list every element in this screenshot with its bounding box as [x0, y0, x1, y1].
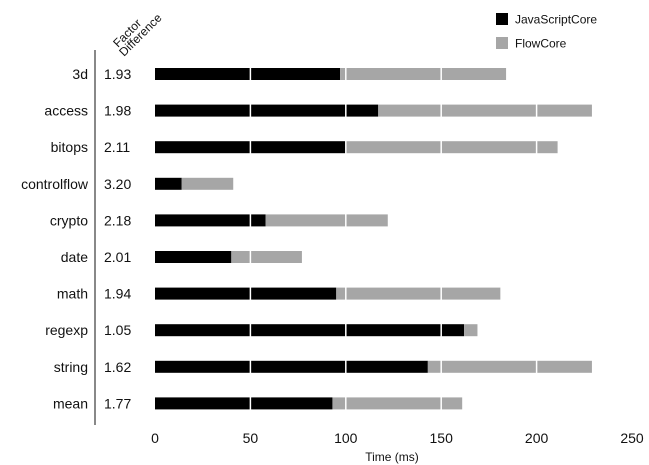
bar-javascriptcore — [155, 251, 232, 263]
bar-javascriptcore — [155, 324, 465, 337]
factor-value: 2.11 — [104, 139, 130, 155]
bar-flowcore — [464, 324, 478, 337]
bar-flowcore — [427, 360, 592, 373]
x-tick-label: 200 — [525, 430, 549, 446]
bar-flowcore — [345, 141, 558, 154]
x-tick-labels: 0 50 100 150 200 250 — [151, 430, 644, 446]
category-labels: 3d access bitops controlflow crypto date math r… — [21, 66, 89, 411]
factor-value: 2.18 — [104, 212, 131, 228]
category-label: mean — [53, 395, 88, 411]
bar-javascriptcore — [155, 214, 266, 227]
factor-values: 1.93 1.98 2.11 3.20 2.18 2.01 1.94 1.05 1.62 1.77 — [104, 66, 131, 411]
bar-flowcore — [231, 251, 302, 263]
category-label: crypto — [50, 212, 88, 228]
factor-value: 1.62 — [104, 359, 131, 375]
x-tick-label: 0 — [151, 430, 159, 446]
x-tick-label: 150 — [430, 430, 454, 446]
category-label: date — [61, 249, 88, 265]
gridlines — [249, 66, 538, 412]
legend-swatch — [496, 37, 508, 49]
category-label: 3d — [72, 66, 88, 82]
category-label: math — [57, 286, 88, 302]
factor-value: 1.98 — [104, 103, 131, 119]
bar-flowcore — [336, 287, 501, 300]
category-label: string — [54, 359, 88, 375]
bar-javascriptcore — [155, 177, 182, 190]
bar-javascriptcore — [155, 287, 337, 300]
bar-flowcore — [378, 104, 592, 117]
factor-value: 1.05 — [104, 322, 131, 338]
x-tick-label: 50 — [243, 430, 259, 446]
category-label: access — [44, 103, 88, 119]
bar-flowcore — [265, 214, 388, 227]
category-label: bitops — [51, 139, 88, 155]
bars — [155, 68, 592, 410]
x-tick-label: 250 — [620, 430, 644, 446]
legend-label: FlowCore — [515, 37, 567, 51]
x-axis-label: Time (ms) — [365, 450, 419, 464]
bar-flowcore — [181, 177, 234, 190]
category-label: regexp — [45, 322, 88, 338]
bar-javascriptcore — [155, 68, 341, 80]
bar-flowcore — [332, 397, 463, 410]
legend: JavaScriptCore FlowCore — [496, 13, 597, 51]
factor-value: 3.20 — [104, 176, 131, 192]
x-tick-label: 100 — [334, 430, 358, 446]
factor-value: 1.94 — [104, 286, 131, 302]
legend-label: JavaScriptCore — [515, 13, 597, 27]
bar-javascriptcore — [155, 360, 428, 373]
factor-value: 1.77 — [104, 395, 131, 411]
category-label: controlflow — [21, 176, 89, 192]
legend-swatch — [496, 13, 508, 25]
factor-value: 1.93 — [104, 66, 131, 82]
factor-value: 2.01 — [104, 249, 131, 265]
bar-javascriptcore — [155, 397, 333, 410]
bar-flowcore — [340, 68, 507, 80]
bar-javascriptcore — [155, 104, 379, 117]
